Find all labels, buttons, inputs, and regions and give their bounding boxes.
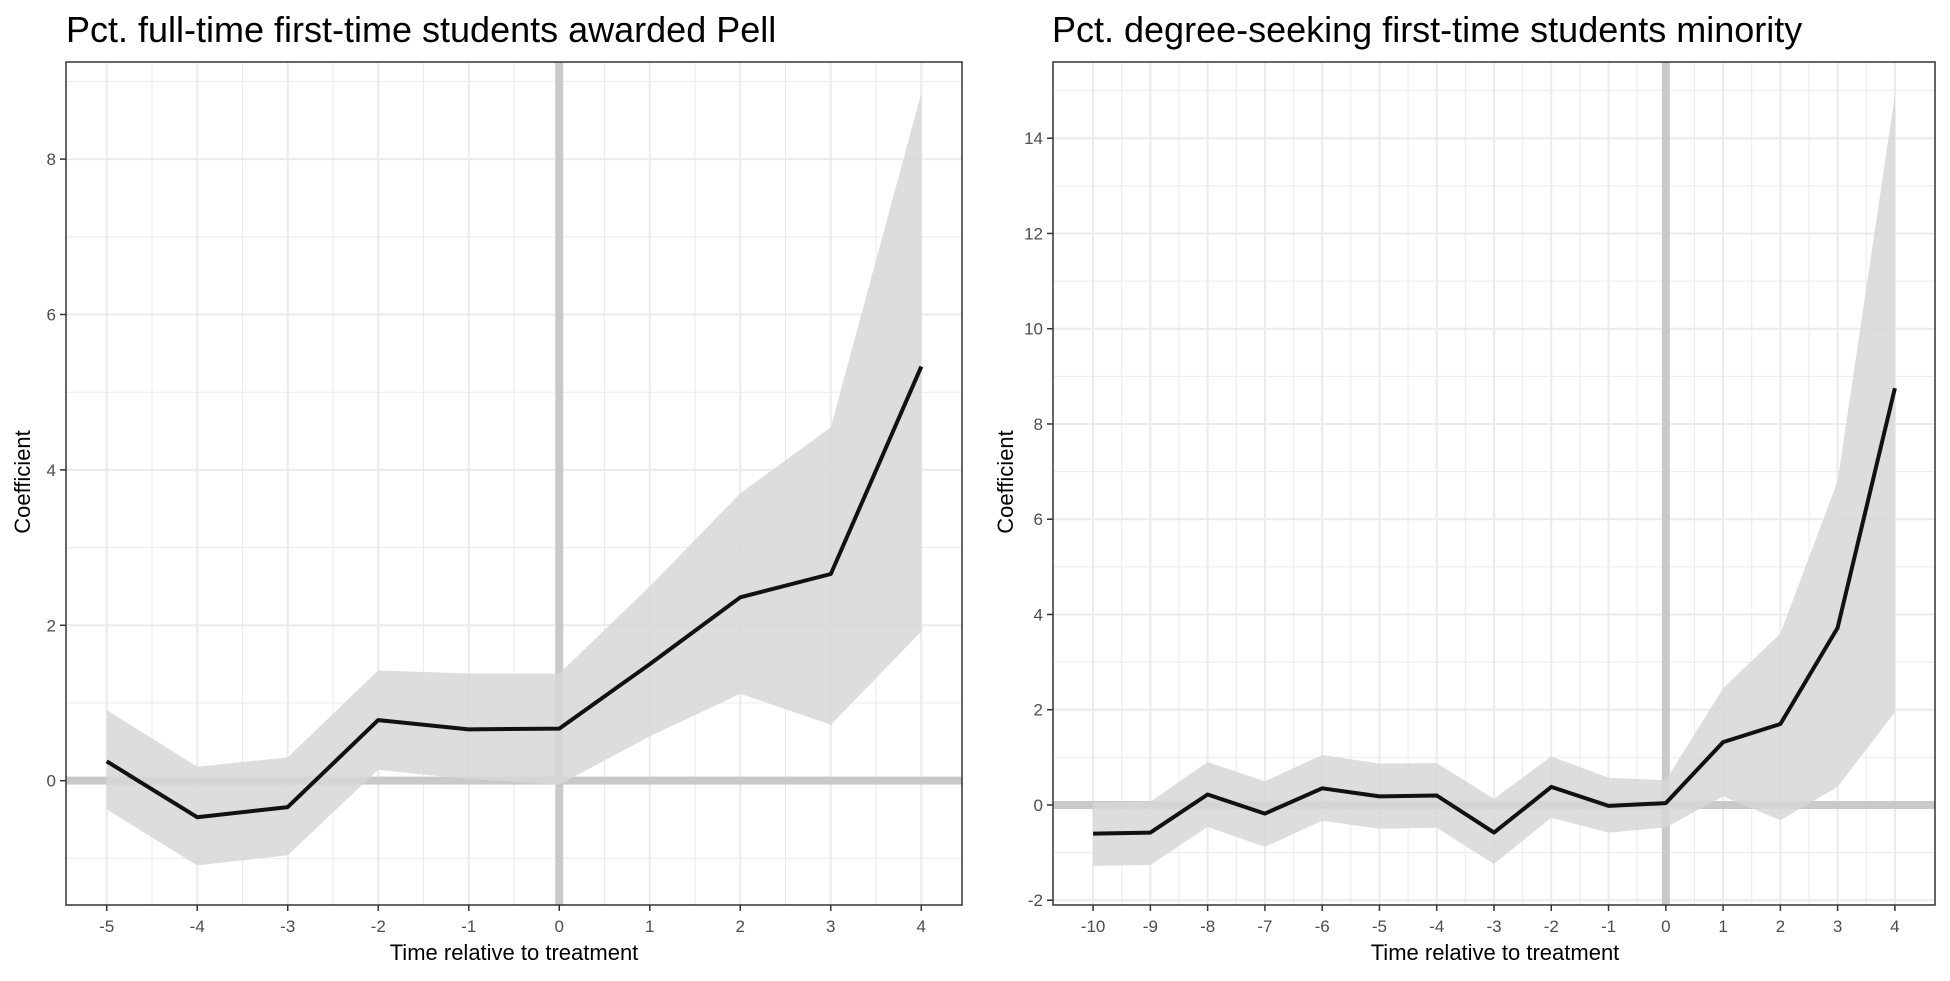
y-tick-label: 0 xyxy=(47,772,56,791)
y-axis-label: Coefficient xyxy=(993,430,1018,534)
x-tick-label: 3 xyxy=(826,917,835,936)
x-tick-label: -5 xyxy=(1372,917,1387,936)
series-line xyxy=(1093,387,1897,836)
plot-border xyxy=(65,61,963,906)
y-tick-label: 2 xyxy=(47,616,56,635)
y-tick-label: 10 xyxy=(1024,320,1043,339)
x-tick-label: -7 xyxy=(1257,917,1272,936)
y-tick-label: 14 xyxy=(1024,129,1043,148)
y-tick-label: 8 xyxy=(1034,415,1043,434)
chart-left: -5 -4 -3 -2 -1 0 1 2 3 4 0 2 4 6 8 Pct. full-time first… xyxy=(10,9,963,965)
x-tick-label: 3 xyxy=(1833,917,1842,936)
x-tick-label: 4 xyxy=(1890,917,1899,936)
x-tick-label: -4 xyxy=(1429,917,1444,936)
x-tick-label: 2 xyxy=(1776,917,1785,936)
x-tick-label: -4 xyxy=(190,917,205,936)
confidence-band xyxy=(1093,95,1895,866)
y-tick-label: 8 xyxy=(47,150,56,169)
y-tick-label: 4 xyxy=(1034,605,1043,624)
x-tick-label: -3 xyxy=(280,917,295,936)
x-tick-label: 1 xyxy=(645,917,654,936)
x-tick-label: -2 xyxy=(371,917,386,936)
x-tick-label: -10 xyxy=(1081,917,1106,936)
x-tick-label: -1 xyxy=(1601,917,1616,936)
x-tick-label: -6 xyxy=(1315,917,1330,936)
x-tick-label: -2 xyxy=(1544,917,1559,936)
y-tick-label: 12 xyxy=(1024,224,1043,243)
y-axis-label: Coefficient xyxy=(10,430,35,534)
x-axis-label: Time relative to treatment xyxy=(1371,940,1620,965)
x-tick-label: 4 xyxy=(917,917,926,936)
x-tick-label: -8 xyxy=(1200,917,1215,936)
y-tick-label: 6 xyxy=(47,306,56,325)
chart-panel-left: -5 -4 -3 -2 -1 0 1 2 3 4 0 2 4 6 8 Pct. full-time first… xyxy=(0,0,975,976)
x-tick-label: 0 xyxy=(1661,917,1670,936)
chart-right: -10 -9 -8 -7 -6 -5 -4 -3 -2 -1 0 1 2 3 4-202468101214P… xyxy=(993,9,1936,965)
y-tick-label: 6 xyxy=(1034,510,1043,529)
y-tick-label: 2 xyxy=(1034,701,1043,720)
x-tick-label: -9 xyxy=(1143,917,1158,936)
confidence-band xyxy=(106,93,922,866)
y-tick-label: 4 xyxy=(47,461,56,480)
x-tick-label: 2 xyxy=(736,917,745,936)
x-tick-label: -3 xyxy=(1486,917,1501,936)
x-tick-label: 0 xyxy=(555,917,564,936)
x-tick-label: -1 xyxy=(461,917,476,936)
x-axis-label: Time relative to treatment xyxy=(390,940,639,965)
y-tick-label: 0 xyxy=(1034,796,1043,815)
chart-title: Pct. degree-seeking first-time students … xyxy=(1052,9,1802,50)
x-tick-label: 1 xyxy=(1718,917,1727,936)
chart-panel-right: -10 -9 -8 -7 -6 -5 -4 -3 -2 -1 0 1 2 3 4 -2 0 2 4 6 8 10 12 14 P… xyxy=(975,0,1950,976)
y-tick-label: -2 xyxy=(1028,891,1043,910)
chart-title: Pct. full-time first-time students award… xyxy=(66,9,776,50)
x-tick-label: -5 xyxy=(99,917,114,936)
series-line xyxy=(105,365,924,820)
